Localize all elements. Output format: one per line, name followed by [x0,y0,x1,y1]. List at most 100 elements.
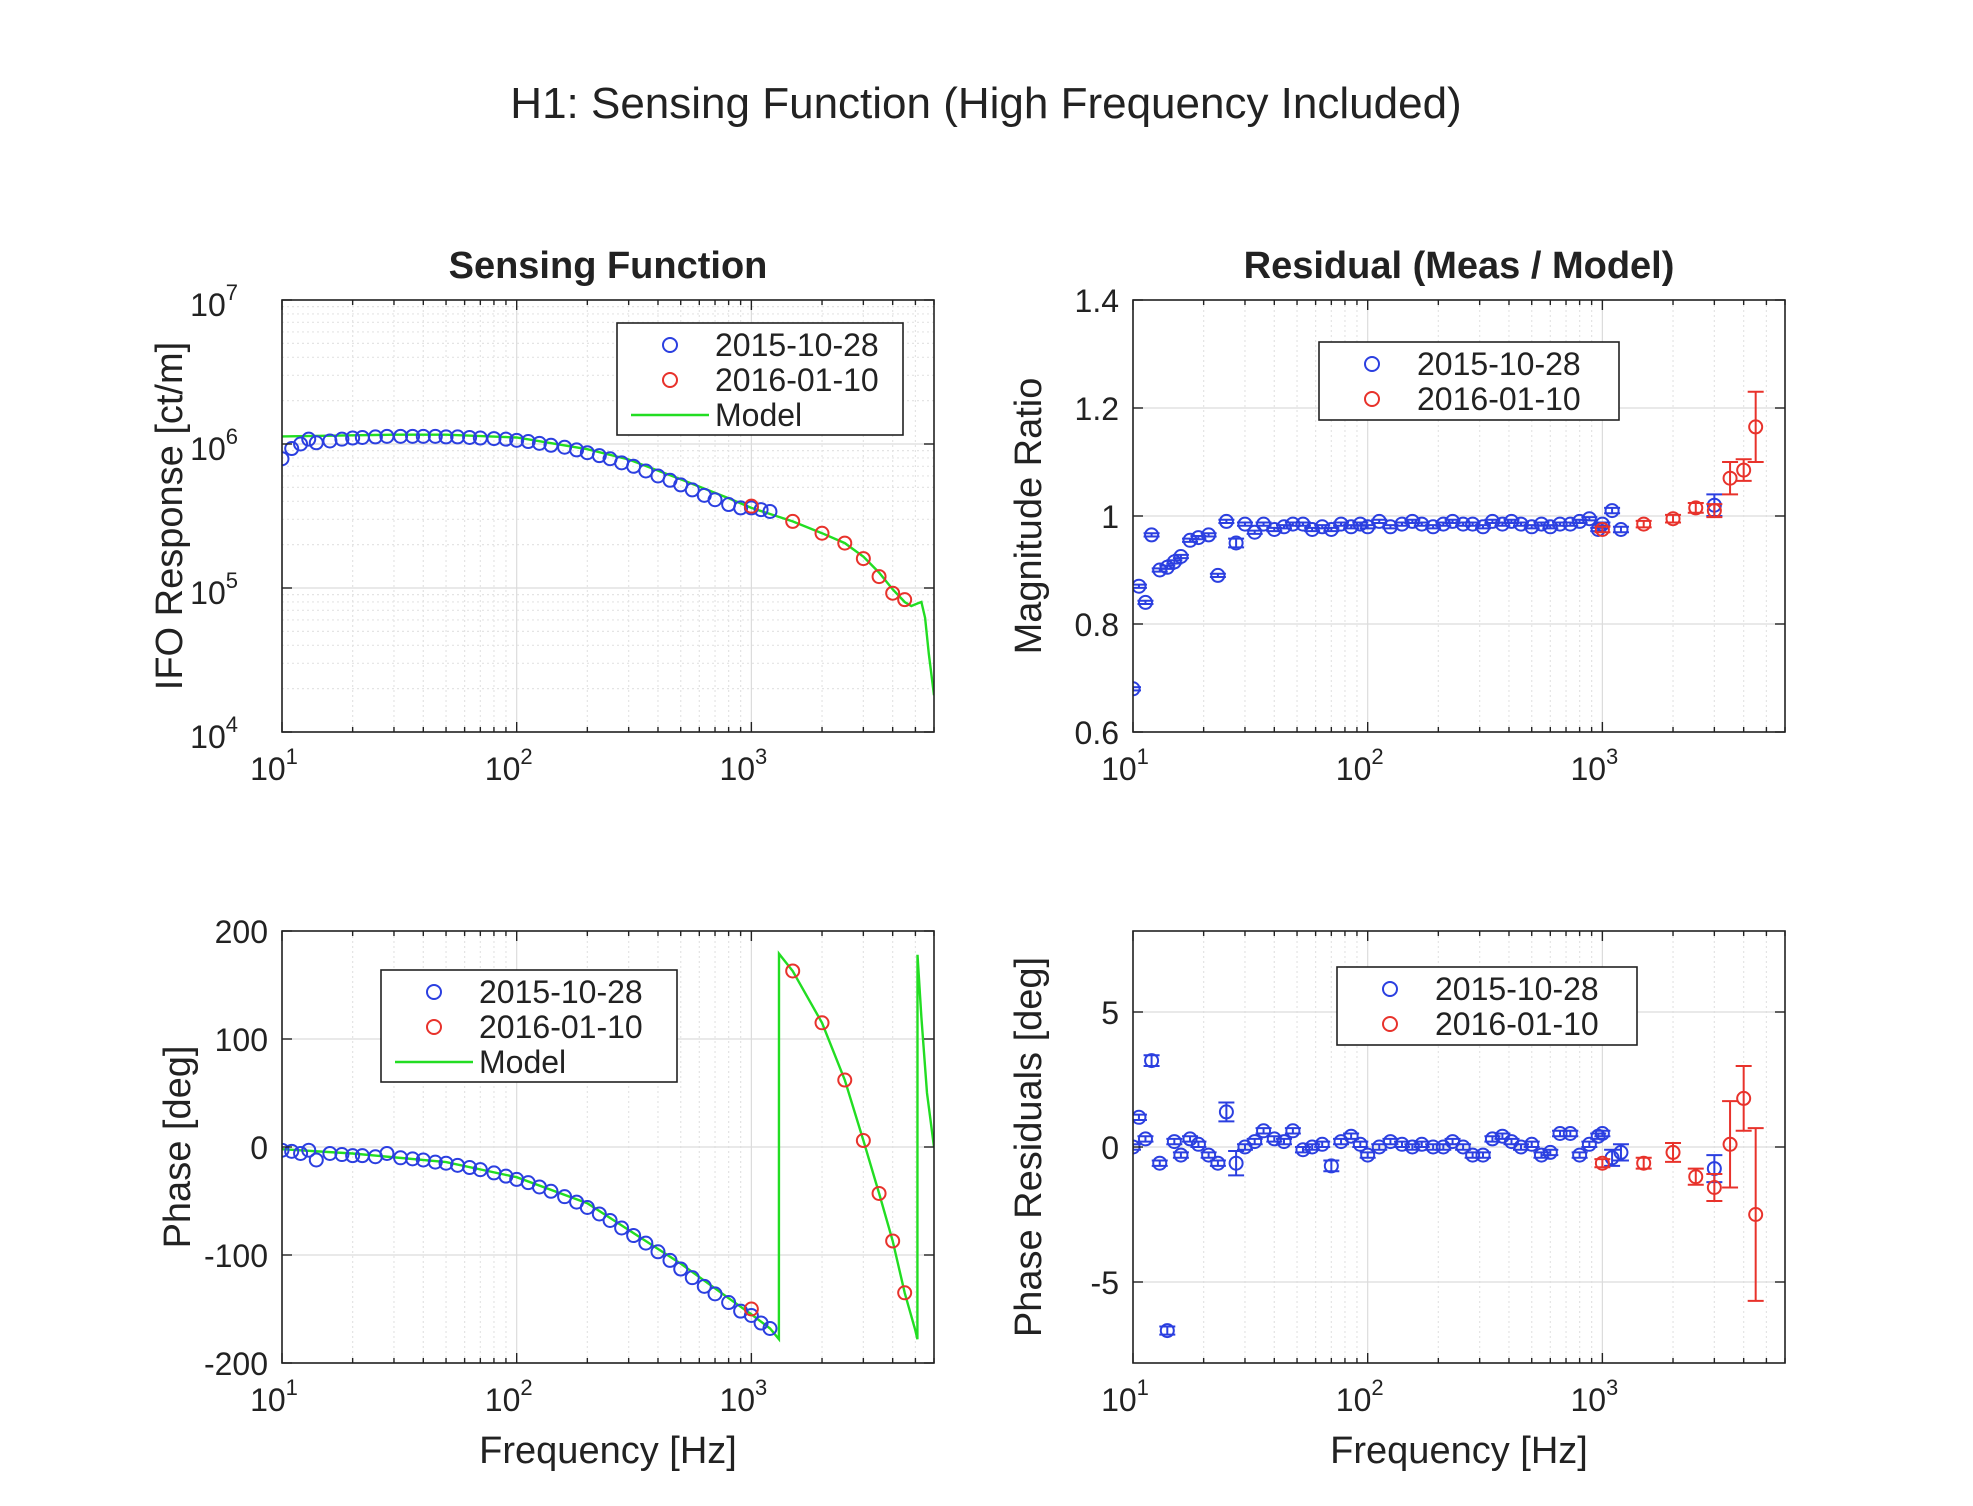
data-point [1256,1123,1272,1139]
data-point [1152,562,1168,578]
legend-swatch [426,1019,442,1035]
data-point [696,1278,712,1294]
data-point [855,1133,871,1149]
y-tick-label: 100 [215,1022,268,1058]
data-point [1210,567,1226,583]
data-point [498,431,514,447]
data-point [1552,516,1568,532]
legend-swatch [662,337,678,353]
data-point [1748,419,1764,435]
data-point [1736,462,1752,478]
y-tick-label: 1.4 [1075,283,1119,319]
data-point [1173,549,1189,564]
data-point [871,569,887,585]
x-tick-label: 101 [250,744,298,787]
data-point [1218,513,1234,529]
x-tick-label: 103 [1570,1375,1618,1418]
model-line [282,433,934,696]
data-point [1552,1126,1568,1141]
series-layer [1133,1053,1764,1339]
data-point [743,1307,759,1323]
error-bar [1228,1150,1245,1177]
error-bar [1747,390,1764,463]
y-tick-label: 0.6 [1075,715,1119,751]
legend-label: 2015-10-28 [479,974,643,1010]
data-point [1247,1134,1263,1150]
data-point [743,498,759,514]
data-point [1352,1136,1368,1152]
data-point [871,1185,887,1201]
data-point [1524,1136,1540,1152]
y-axis-label: IFO Response [ct/m] [149,342,191,690]
data-point [1484,513,1500,529]
legend-label: 2015-10-28 [715,327,879,363]
data-point [1613,522,1629,537]
data-point [293,1145,309,1161]
y-tick-label: 0.8 [1075,607,1119,643]
legend-label: 2016-01-10 [715,362,879,398]
data-point [1455,1139,1471,1155]
legend-swatch [1364,356,1380,372]
data-point [1133,1109,1147,1125]
data-point [438,429,454,445]
data-point [855,551,871,567]
error-bar [1722,1100,1739,1189]
data-point [1613,1144,1629,1160]
legend-label: 2015-10-28 [1417,346,1581,382]
data-point [733,500,749,516]
data-point [1604,503,1620,519]
data-point [1636,1155,1652,1171]
data-point [1144,1053,1160,1069]
data-point [1190,1136,1206,1152]
data-point [1513,516,1529,532]
x-tick-label: 102 [485,744,533,787]
y-axis-label: Phase [deg] [157,1046,199,1249]
data-point [1706,1180,1722,1195]
data-point [1276,519,1292,535]
data-point [638,1235,654,1251]
data-point [1144,527,1160,543]
error-bar [1612,1143,1629,1162]
data-point [1524,519,1540,535]
y-tick-label: 104 [190,712,238,755]
error-bar [1735,1065,1752,1132]
x-tick-label: 102 [1336,1375,1384,1418]
error-bar [1635,1156,1652,1170]
data-point [301,1142,317,1158]
data-point [405,428,421,444]
data-point [814,1015,830,1031]
series-layer [282,950,934,1343]
data-point [785,513,801,529]
x-tick-label: 102 [485,1375,533,1418]
legend-label: Model [715,397,802,433]
data-point [1636,516,1652,532]
x-tick-label: 101 [1101,1375,1149,1418]
series-layer [1133,390,1764,697]
data-point [1562,516,1578,532]
data-point [1594,522,1610,537]
y-tick-label: 106 [190,424,238,467]
data-point [379,1145,395,1161]
data-point [1276,1134,1292,1150]
error-bar [1687,1167,1704,1186]
data-point [1247,524,1263,540]
data-point [591,448,607,464]
data-point [1228,1155,1244,1171]
y-tick-label: 0 [250,1130,268,1166]
data-point [897,592,913,608]
error-bar [1722,461,1739,496]
data-point [427,428,443,444]
x-tick-label: 102 [1336,744,1384,787]
x-tick-label: 103 [719,1375,767,1418]
data-point [1542,1144,1558,1160]
data-point [1133,578,1147,594]
data-point [673,1261,689,1277]
data-point [1314,519,1330,535]
data-point [1237,516,1253,532]
y-tick-label: -5 [1091,1265,1119,1301]
data-point [885,1233,901,1249]
data-point [1133,681,1141,697]
panel-title: Residual (Meas / Model) [1244,245,1675,287]
y-tick-label: 0 [1101,1130,1119,1166]
